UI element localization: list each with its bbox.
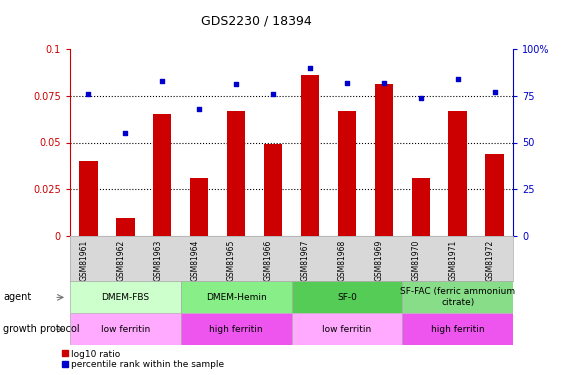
Bar — [292, 313, 402, 345]
Point — [268, 91, 278, 97]
Text: GSM81964: GSM81964 — [190, 240, 199, 281]
Bar — [190, 178, 209, 236]
Text: SF-FAC (ferric ammonium
citrate): SF-FAC (ferric ammonium citrate) — [400, 288, 515, 307]
Point — [416, 94, 426, 100]
Point — [195, 106, 204, 112]
Text: GDS2230 / 18394: GDS2230 / 18394 — [201, 15, 312, 28]
Text: GSM81967: GSM81967 — [301, 240, 310, 281]
Point — [305, 64, 315, 70]
Point — [342, 80, 352, 86]
Text: GSM81966: GSM81966 — [264, 240, 273, 281]
Bar — [264, 144, 282, 236]
Bar — [338, 111, 356, 236]
Text: high ferritin: high ferritin — [431, 324, 484, 334]
Bar — [485, 154, 504, 236]
Point — [84, 91, 93, 97]
Legend: log10 ratio, percentile rank within the sample: log10 ratio, percentile rank within the … — [63, 350, 224, 369]
Bar — [227, 111, 245, 236]
Text: low ferritin: low ferritin — [101, 324, 150, 334]
Bar — [402, 313, 513, 345]
Point — [490, 89, 499, 95]
Text: SF-0: SF-0 — [337, 292, 357, 302]
Text: GSM81969: GSM81969 — [375, 240, 384, 281]
Text: GSM81963: GSM81963 — [153, 240, 162, 281]
Point — [379, 80, 388, 86]
Text: GSM81961: GSM81961 — [79, 240, 89, 281]
Bar — [374, 84, 393, 236]
Text: GSM81962: GSM81962 — [117, 240, 125, 281]
Text: GSM81965: GSM81965 — [227, 240, 236, 281]
Bar — [181, 281, 292, 313]
Text: growth protocol: growth protocol — [3, 324, 79, 334]
Bar — [412, 178, 430, 236]
Bar — [448, 111, 467, 236]
Point — [121, 130, 130, 136]
Text: GSM81968: GSM81968 — [338, 240, 347, 281]
Bar — [301, 75, 319, 236]
Bar — [292, 281, 402, 313]
Text: high ferritin: high ferritin — [209, 324, 263, 334]
Bar — [70, 313, 181, 345]
Text: GSM81970: GSM81970 — [412, 240, 421, 281]
Point — [453, 76, 462, 82]
Bar — [70, 281, 181, 313]
Bar — [116, 217, 135, 236]
Point — [157, 78, 167, 84]
Text: DMEM-FBS: DMEM-FBS — [101, 292, 149, 302]
Text: GSM81971: GSM81971 — [449, 240, 458, 281]
Bar — [153, 114, 171, 236]
Point — [231, 81, 241, 87]
Text: low ferritin: low ferritin — [322, 324, 371, 334]
Text: GSM81972: GSM81972 — [486, 240, 494, 281]
Bar — [402, 281, 513, 313]
Text: DMEM-Hemin: DMEM-Hemin — [206, 292, 266, 302]
Text: agent: agent — [3, 292, 31, 302]
Bar — [181, 313, 292, 345]
Bar — [79, 161, 97, 236]
